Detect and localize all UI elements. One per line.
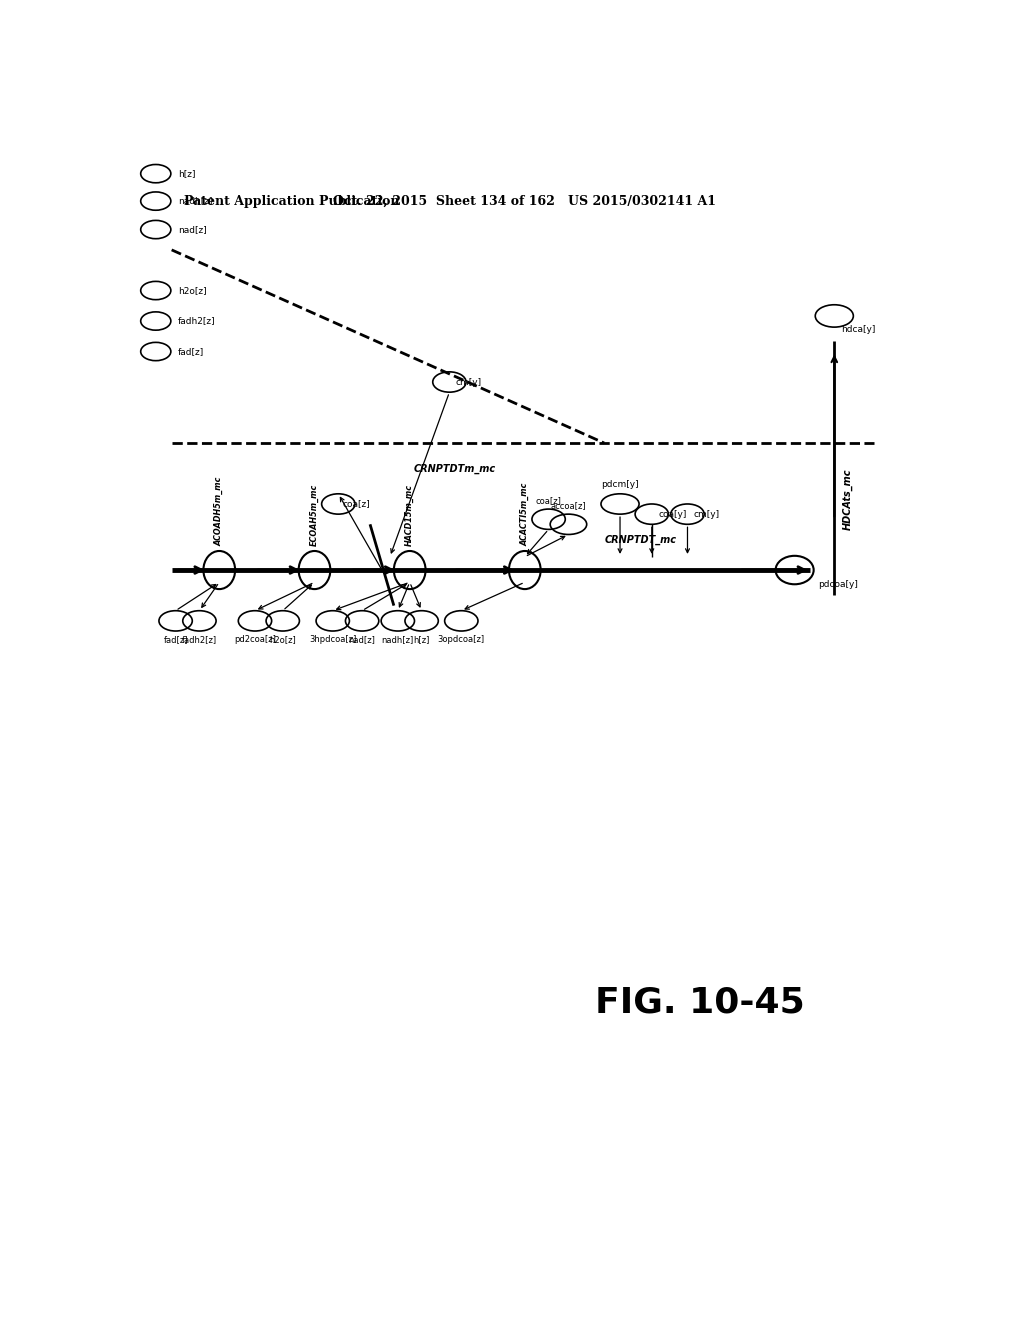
Text: coa[z]: coa[z] (536, 496, 561, 506)
Text: h[z]: h[z] (414, 635, 430, 644)
Text: fad[z]: fad[z] (164, 635, 187, 644)
Text: HDCAts_mc: HDCAts_mc (842, 469, 853, 529)
Text: h2o[z]: h2o[z] (178, 286, 207, 296)
Text: nad[z]: nad[z] (349, 635, 376, 644)
Text: ACOADH5m_mc: ACOADH5m_mc (215, 477, 224, 546)
Text: pd2coa[z]: pd2coa[z] (234, 635, 275, 644)
Text: fadh2[z]: fadh2[z] (182, 635, 217, 644)
Text: accoa[z]: accoa[z] (551, 502, 587, 510)
Text: cm[y]: cm[y] (694, 510, 720, 519)
Text: Patent Application Publication: Patent Application Publication (183, 195, 399, 209)
Text: coa[z]: coa[z] (342, 499, 370, 508)
Text: nad[z]: nad[z] (178, 224, 207, 234)
Text: h2o[z]: h2o[z] (269, 635, 296, 644)
Text: Oct. 22, 2015  Sheet 134 of 162   US 2015/0302141 A1: Oct. 22, 2015 Sheet 134 of 162 US 2015/0… (333, 195, 717, 209)
Text: CRNPTDT_mc: CRNPTDT_mc (604, 535, 676, 545)
Text: pdcm[y]: pdcm[y] (601, 479, 639, 488)
Text: coa[y]: coa[y] (658, 510, 686, 519)
Text: CRNPTDTm_mc: CRNPTDTm_mc (414, 463, 496, 474)
Text: HACD15m_mc: HACD15m_mc (406, 484, 415, 546)
Text: hdca[y]: hdca[y] (841, 325, 876, 334)
Text: pdcoa[y]: pdcoa[y] (818, 581, 858, 589)
Text: FIG. 10-45: FIG. 10-45 (595, 985, 804, 1019)
Text: nadh[z]: nadh[z] (178, 197, 213, 206)
Text: fadh2[z]: fadh2[z] (178, 317, 216, 326)
Text: cm[y]: cm[y] (456, 378, 482, 387)
Text: ACACTI5m_mc: ACACTI5m_mc (520, 483, 529, 546)
Text: 3opdcoa[z]: 3opdcoa[z] (437, 635, 485, 644)
Text: nadh[z]: nadh[z] (382, 635, 414, 644)
Text: fad[z]: fad[z] (178, 347, 204, 356)
Text: 3hpdcoa[z]: 3hpdcoa[z] (309, 635, 356, 644)
Text: ECOAH5m_mc: ECOAH5m_mc (310, 483, 319, 546)
Text: h[z]: h[z] (178, 169, 196, 178)
